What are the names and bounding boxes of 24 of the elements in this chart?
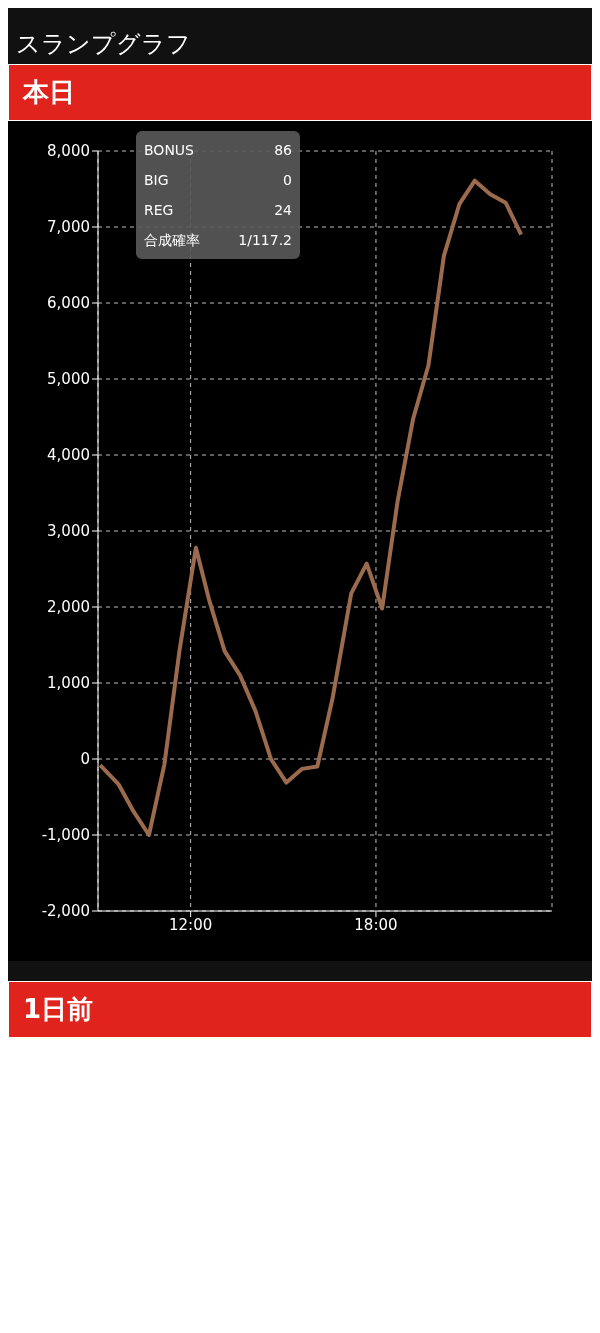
y-tick-label: 2,000 — [47, 598, 90, 617]
chart-subtitle: 本日 — [8, 64, 592, 121]
annotation: 0 — [283, 171, 292, 190]
annotation: BONUS — [144, 141, 194, 160]
chart-title: スランプグラフ — [15, 29, 192, 60]
text: 1日前 — [8, 981, 592, 1038]
annotation: REG — [144, 201, 174, 220]
y-tick-label: 3,000 — [47, 522, 90, 541]
annotation: 1/117.2 — [238, 231, 292, 250]
y-tick-label: 8,000 — [47, 142, 90, 161]
y-tick-label: 7,000 — [47, 218, 90, 237]
y-tick-label: 4,000 — [47, 446, 90, 465]
y-tick-label: 5,000 — [47, 370, 90, 389]
x-tick-label: 12:00 — [169, 915, 213, 934]
y-tick-label: -1,000 — [41, 826, 90, 845]
y-tick-label: -2,000 — [41, 902, 90, 921]
annotation: 86 — [274, 141, 292, 160]
y-tick-label: 1,000 — [47, 674, 90, 693]
y-tick-label: 0 — [80, 750, 90, 769]
x-tick-label: 18:00 — [354, 915, 398, 934]
annotation: 合成確率 — [144, 231, 200, 250]
y-tick-label: 6,000 — [47, 294, 90, 313]
annotation: 24 — [274, 201, 292, 220]
annotation: BIG — [144, 171, 169, 190]
